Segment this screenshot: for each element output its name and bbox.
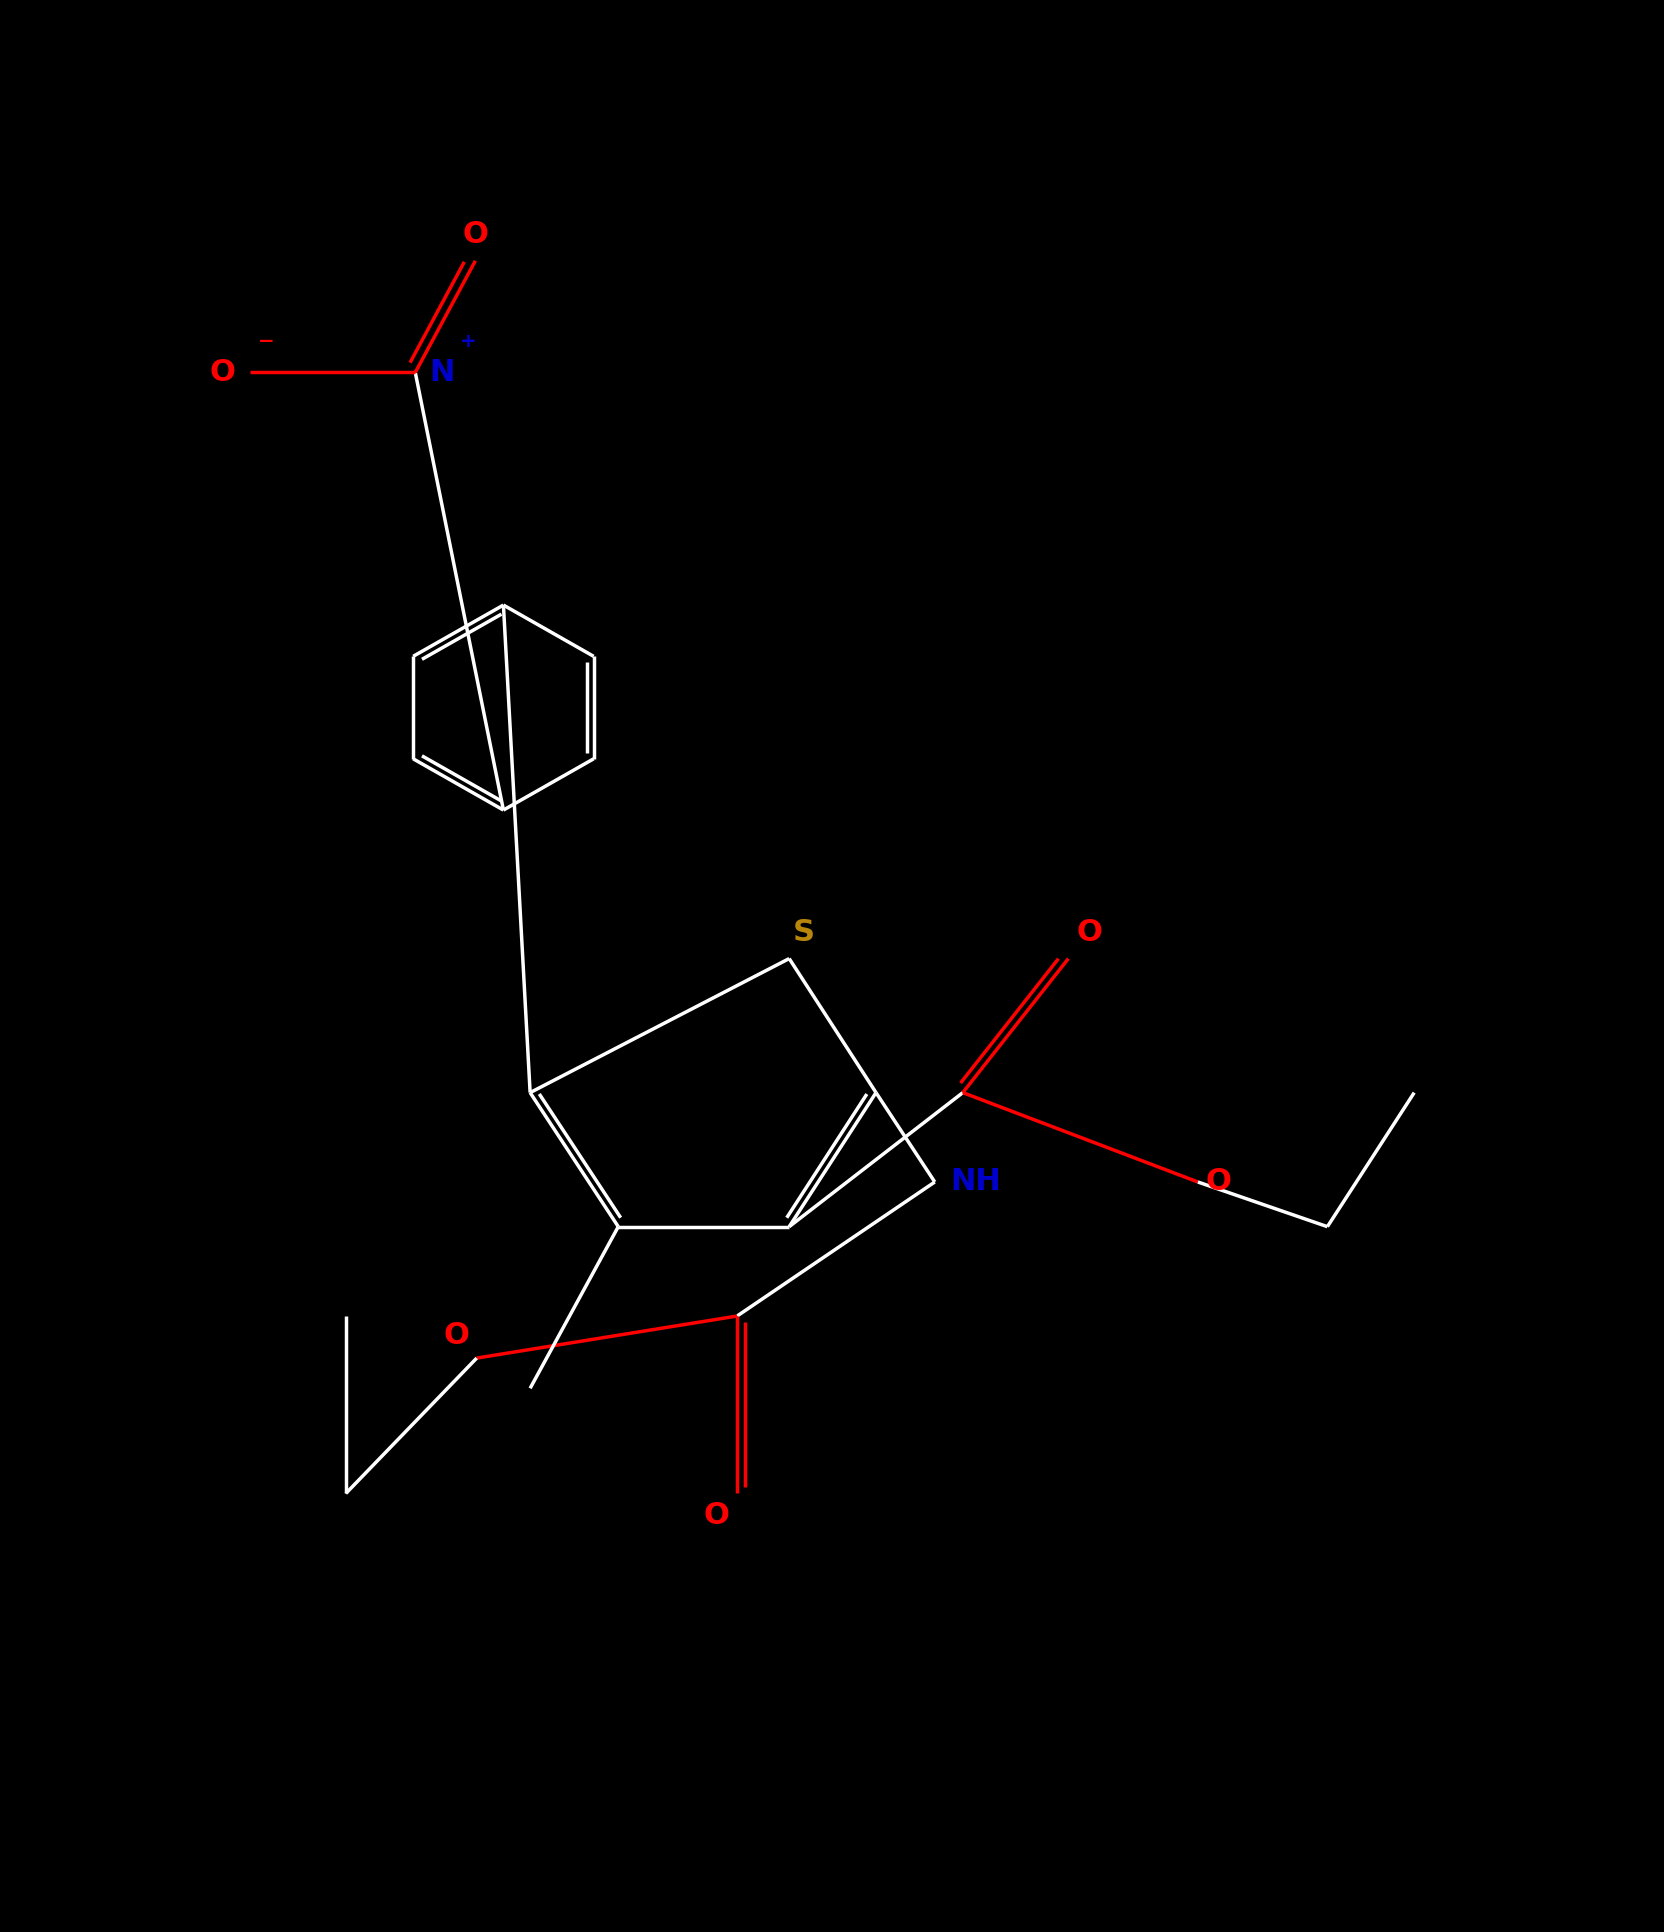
Text: O: O [443, 1321, 469, 1350]
Text: NH: NH [950, 1167, 1000, 1196]
Text: O: O [210, 357, 236, 386]
Text: +: + [459, 332, 476, 352]
Text: N: N [429, 357, 454, 386]
Text: O: O [463, 220, 488, 249]
Text: O: O [1205, 1167, 1231, 1196]
Text: O: O [704, 1501, 729, 1530]
Text: −: − [258, 332, 275, 352]
Text: S: S [792, 918, 815, 947]
Text: O: O [1075, 918, 1102, 947]
